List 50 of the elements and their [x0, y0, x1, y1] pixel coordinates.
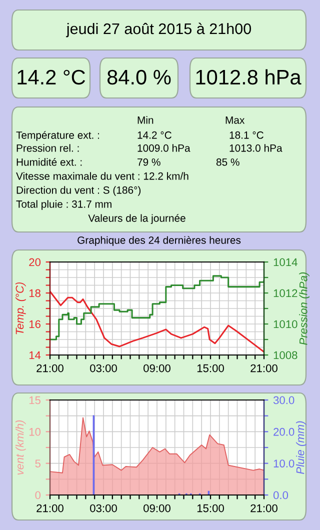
x-tick-label: 03:00 — [90, 504, 117, 512]
y2-tick-label: 0.0 — [273, 491, 288, 500]
x-tick-label: 09:00 — [144, 504, 170, 512]
text: Pression rel. : — [16, 144, 79, 152]
text: Valeurs de la journée — [88, 214, 186, 224]
y-tick-label: 15 — [29, 396, 41, 404]
text: 85 % — [216, 158, 240, 166]
x-tick-label: 21:00 — [250, 364, 278, 372]
text: Température ext. : — [16, 131, 99, 141]
x-tick-label: 09:00 — [144, 364, 170, 372]
y2-tick-label: 1010 — [274, 320, 298, 328]
y2-tick-label: 1012 — [274, 289, 298, 298]
y-tick-label: 20 — [29, 258, 41, 266]
y-axis-title: Temp. (°C) — [15, 282, 26, 334]
text: 1013.0 hPa — [230, 144, 282, 152]
y-tick-label: 0 — [35, 491, 41, 500]
text: Humidité ext. : — [16, 158, 82, 166]
x-tick-label: 15:00 — [197, 364, 224, 372]
x-tick-label: 21:00 — [36, 364, 64, 372]
x-tick-label: 21:00 — [36, 504, 64, 512]
y2-tick-label: 10.0 — [274, 460, 294, 468]
y2-axis-title: Pluie (mm) — [296, 421, 306, 474]
text: Min — [138, 116, 154, 124]
y2-tick-label: 30.0 — [273, 396, 294, 404]
y2-tick-label: 1014 — [274, 258, 298, 266]
x-tick-label: 21:00 — [250, 504, 278, 512]
y-axis-title: vent (km/h) — [15, 420, 26, 475]
text: 18.1 °C — [230, 131, 264, 139]
y-tick-label: 10 — [29, 428, 41, 436]
x-tick-label: 03:00 — [90, 364, 117, 372]
y-tick-label: 5 — [35, 460, 41, 468]
text: Total pluie : 31.7 mm — [16, 200, 112, 210]
text: 1012.8 hPa — [196, 69, 302, 85]
text: Vitesse maximale du vent : 12.2 km/h — [16, 172, 188, 180]
y2-tick-label: 1008 — [274, 351, 298, 360]
chart-title: Graphique des 24 dernières heures — [78, 236, 241, 246]
text: 79 % — [138, 158, 160, 166]
y-tick-label: 14 — [29, 351, 41, 360]
x-tick-label: 15:00 — [197, 504, 224, 512]
text: 1009.0 hPa — [138, 144, 190, 152]
y-tick-label: 18 — [29, 289, 40, 298]
y-tick-label: 16 — [29, 320, 40, 328]
text: 14.2 °C — [18, 70, 86, 85]
y2-axis-title: Pression (hPa) — [299, 272, 310, 345]
text: Max — [226, 116, 245, 124]
text: Direction du vent : S (186°) — [16, 186, 141, 196]
y2-tick-label: 20.0 — [274, 428, 294, 436]
text: 14.2 °C — [138, 131, 172, 139]
text: 84.0 % — [107, 70, 171, 85]
text: jeudi 27 août 2015 à 21h00 — [66, 22, 252, 38]
